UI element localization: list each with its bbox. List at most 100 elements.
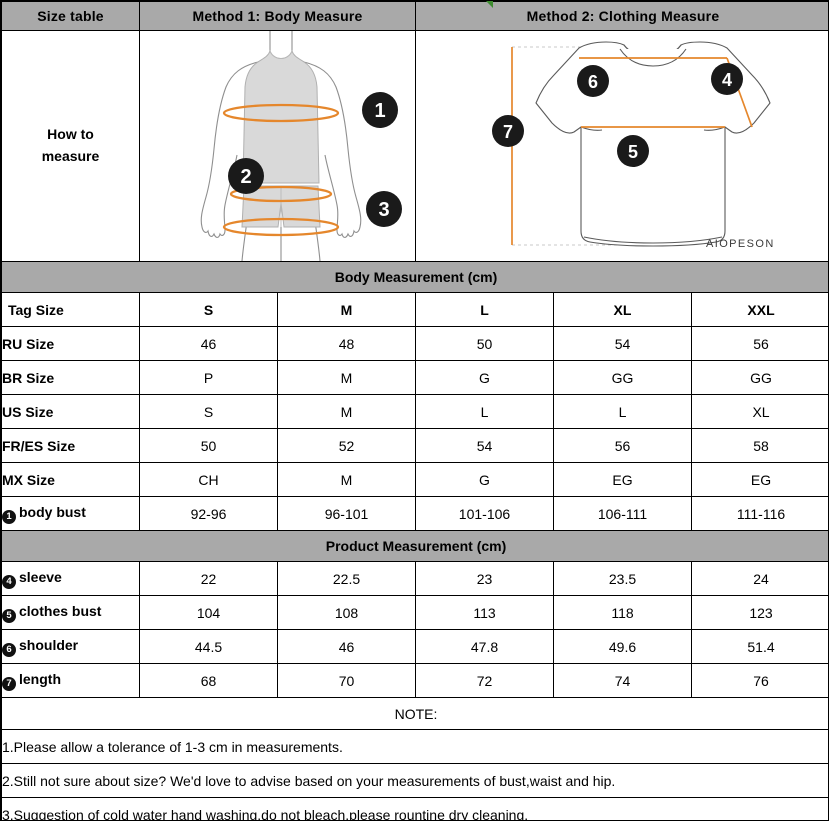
product-section-banner-row: Product Measurement (cm)	[1, 530, 828, 562]
col-header-m: M	[277, 292, 416, 327]
row-body-bust: 1 body bust 92-96 96-101 101-106 106-111 …	[1, 496, 828, 531]
row-us-size: US Size S M L L XL	[1, 394, 828, 429]
marker-badge-4: 4	[2, 574, 16, 589]
cell-l: G	[415, 462, 554, 497]
cell-xl: 49.6	[553, 629, 692, 664]
cell-xxl: 76	[690, 663, 828, 698]
cell-l: 113	[415, 595, 554, 630]
row-fr-es-size: FR/ES Size 50 52 54 56 58	[1, 428, 828, 463]
cell-xl: 56	[553, 428, 692, 463]
cell-s: 50	[139, 428, 278, 463]
row-label: 1 body bust	[1, 496, 140, 531]
cell-m: 70	[277, 663, 416, 698]
col-header-tag-size: Tag Size	[1, 292, 140, 327]
marker-badge-5: 5	[2, 608, 16, 623]
cell-s: 44.5	[139, 629, 278, 664]
cell-xxl: 51.4	[690, 629, 828, 664]
cell-xl: 23.5	[553, 561, 692, 596]
header-method-1: Method 1: Body Measure	[139, 1, 416, 31]
row-label: 5 clothes bust	[1, 595, 140, 630]
cell-s: P	[139, 360, 278, 395]
note-line-2: 2.Still not sure about size? We'd love t…	[1, 763, 828, 798]
cell-xxl: 56	[690, 326, 828, 361]
how-to-line-1: How to	[47, 126, 94, 143]
row-label-text: clothes bust	[19, 602, 102, 619]
note-row-2: 2.Still not sure about size? We'd love t…	[1, 763, 828, 798]
svg-text:4: 4	[722, 70, 732, 90]
row-mx-size: MX Size CH M G EG EG	[1, 462, 828, 497]
note-line-1: 1.Please allow a tolerance of 1-3 cm in …	[1, 729, 828, 764]
row-br-size: BR Size P M G GG GG	[1, 360, 828, 395]
note-row-3: 3.Suggestion of cold water hand washing,…	[1, 797, 828, 820]
cell-s: 92-96	[139, 496, 278, 531]
row-label-text: body bust	[19, 503, 86, 520]
note-line-3: 3.Suggestion of cold water hand washing,…	[1, 797, 828, 820]
cell-m: 96-101	[277, 496, 416, 531]
row-sleeve: 4 sleeve 22 22.5 23 23.5 24	[1, 561, 828, 596]
body-section-title: Body Measurement (cm)	[1, 261, 828, 293]
marker-badge-7: 7	[2, 676, 16, 691]
shirt-marker-group: 4 5 6 7	[492, 63, 743, 167]
cell-xl: GG	[553, 360, 692, 395]
row-label-text: MX Size	[2, 471, 55, 488]
cell-m: M	[277, 360, 416, 395]
cell-xl: EG	[553, 462, 692, 497]
cell-xxl: 24	[690, 561, 828, 596]
svg-text:2: 2	[240, 166, 251, 188]
cell-xl: 74	[553, 663, 692, 698]
row-label-text: sleeve	[19, 568, 62, 585]
cell-m: 108	[277, 595, 416, 630]
svg-text:5: 5	[628, 142, 638, 162]
row-clothes-bust: 5 clothes bust 104 108 113 118 123	[1, 595, 828, 630]
cell-s: S	[139, 394, 278, 429]
body-section-banner-row: Body Measurement (cm)	[1, 261, 828, 293]
cell-xxl: GG	[690, 360, 828, 395]
body-marker-group: 1 2 3	[228, 92, 402, 227]
cell-xxl: 123	[690, 595, 828, 630]
body-figure-canvas: 1 2 3	[141, 31, 415, 261]
cell-l: 101-106	[415, 496, 554, 531]
cell-s: 104	[139, 595, 278, 630]
row-label: FR/ES Size	[1, 428, 140, 463]
note-title: NOTE:	[1, 697, 828, 730]
row-label: 6 shoulder	[1, 629, 140, 664]
note-row-1: 1.Please allow a tolerance of 1-3 cm in …	[1, 729, 828, 764]
cell-xxl: 111-116	[690, 496, 828, 531]
cell-xxl: 58	[690, 428, 828, 463]
cell-s: 22	[139, 561, 278, 596]
row-label: US Size	[1, 394, 140, 429]
row-label: MX Size	[1, 462, 140, 497]
svg-text:1: 1	[374, 100, 385, 122]
green-corner-marker	[486, 1, 493, 8]
cell-m: 46	[277, 629, 416, 664]
product-section-title: Product Measurement (cm)	[1, 530, 828, 562]
how-to-line-2: measure	[41, 148, 100, 164]
cell-l: 23	[415, 561, 554, 596]
row-label-text: US Size	[2, 403, 54, 420]
cell-xl: 54	[553, 326, 692, 361]
cell-l: G	[415, 360, 554, 395]
cell-s: 46	[139, 326, 278, 361]
cell-m: M	[277, 462, 416, 497]
marker-badge-6: 6	[2, 642, 16, 657]
cell-l: 54	[415, 428, 554, 463]
shirt-figure-canvas: 4 5 6 7 AIOPESON	[417, 32, 828, 261]
row-label: 7 length	[1, 663, 140, 698]
header-size-table: Size table	[1, 1, 140, 31]
row-label-text: shoulder	[19, 636, 79, 653]
cell-xl: 106-111	[553, 496, 692, 531]
cell-l: 72	[415, 663, 554, 698]
how-to-measure-label: How to measure	[1, 30, 140, 262]
col-header-xxl: XXL	[690, 292, 828, 327]
cell-xxl: XL	[690, 394, 828, 429]
illustration-row: How to measure	[1, 30, 828, 262]
note-title-row: NOTE:	[1, 697, 828, 730]
marker-badge-1: 1	[2, 509, 16, 524]
row-label-text: FR/ES Size	[2, 437, 76, 454]
cell-s: CH	[139, 462, 278, 497]
tag-size-header-row: Tag Size S M L XL XXL	[1, 292, 828, 327]
col-header-xl: XL	[553, 292, 692, 327]
header-method-2: Method 2: Clothing Measure	[414, 1, 828, 31]
cell-xl: L	[553, 394, 692, 429]
